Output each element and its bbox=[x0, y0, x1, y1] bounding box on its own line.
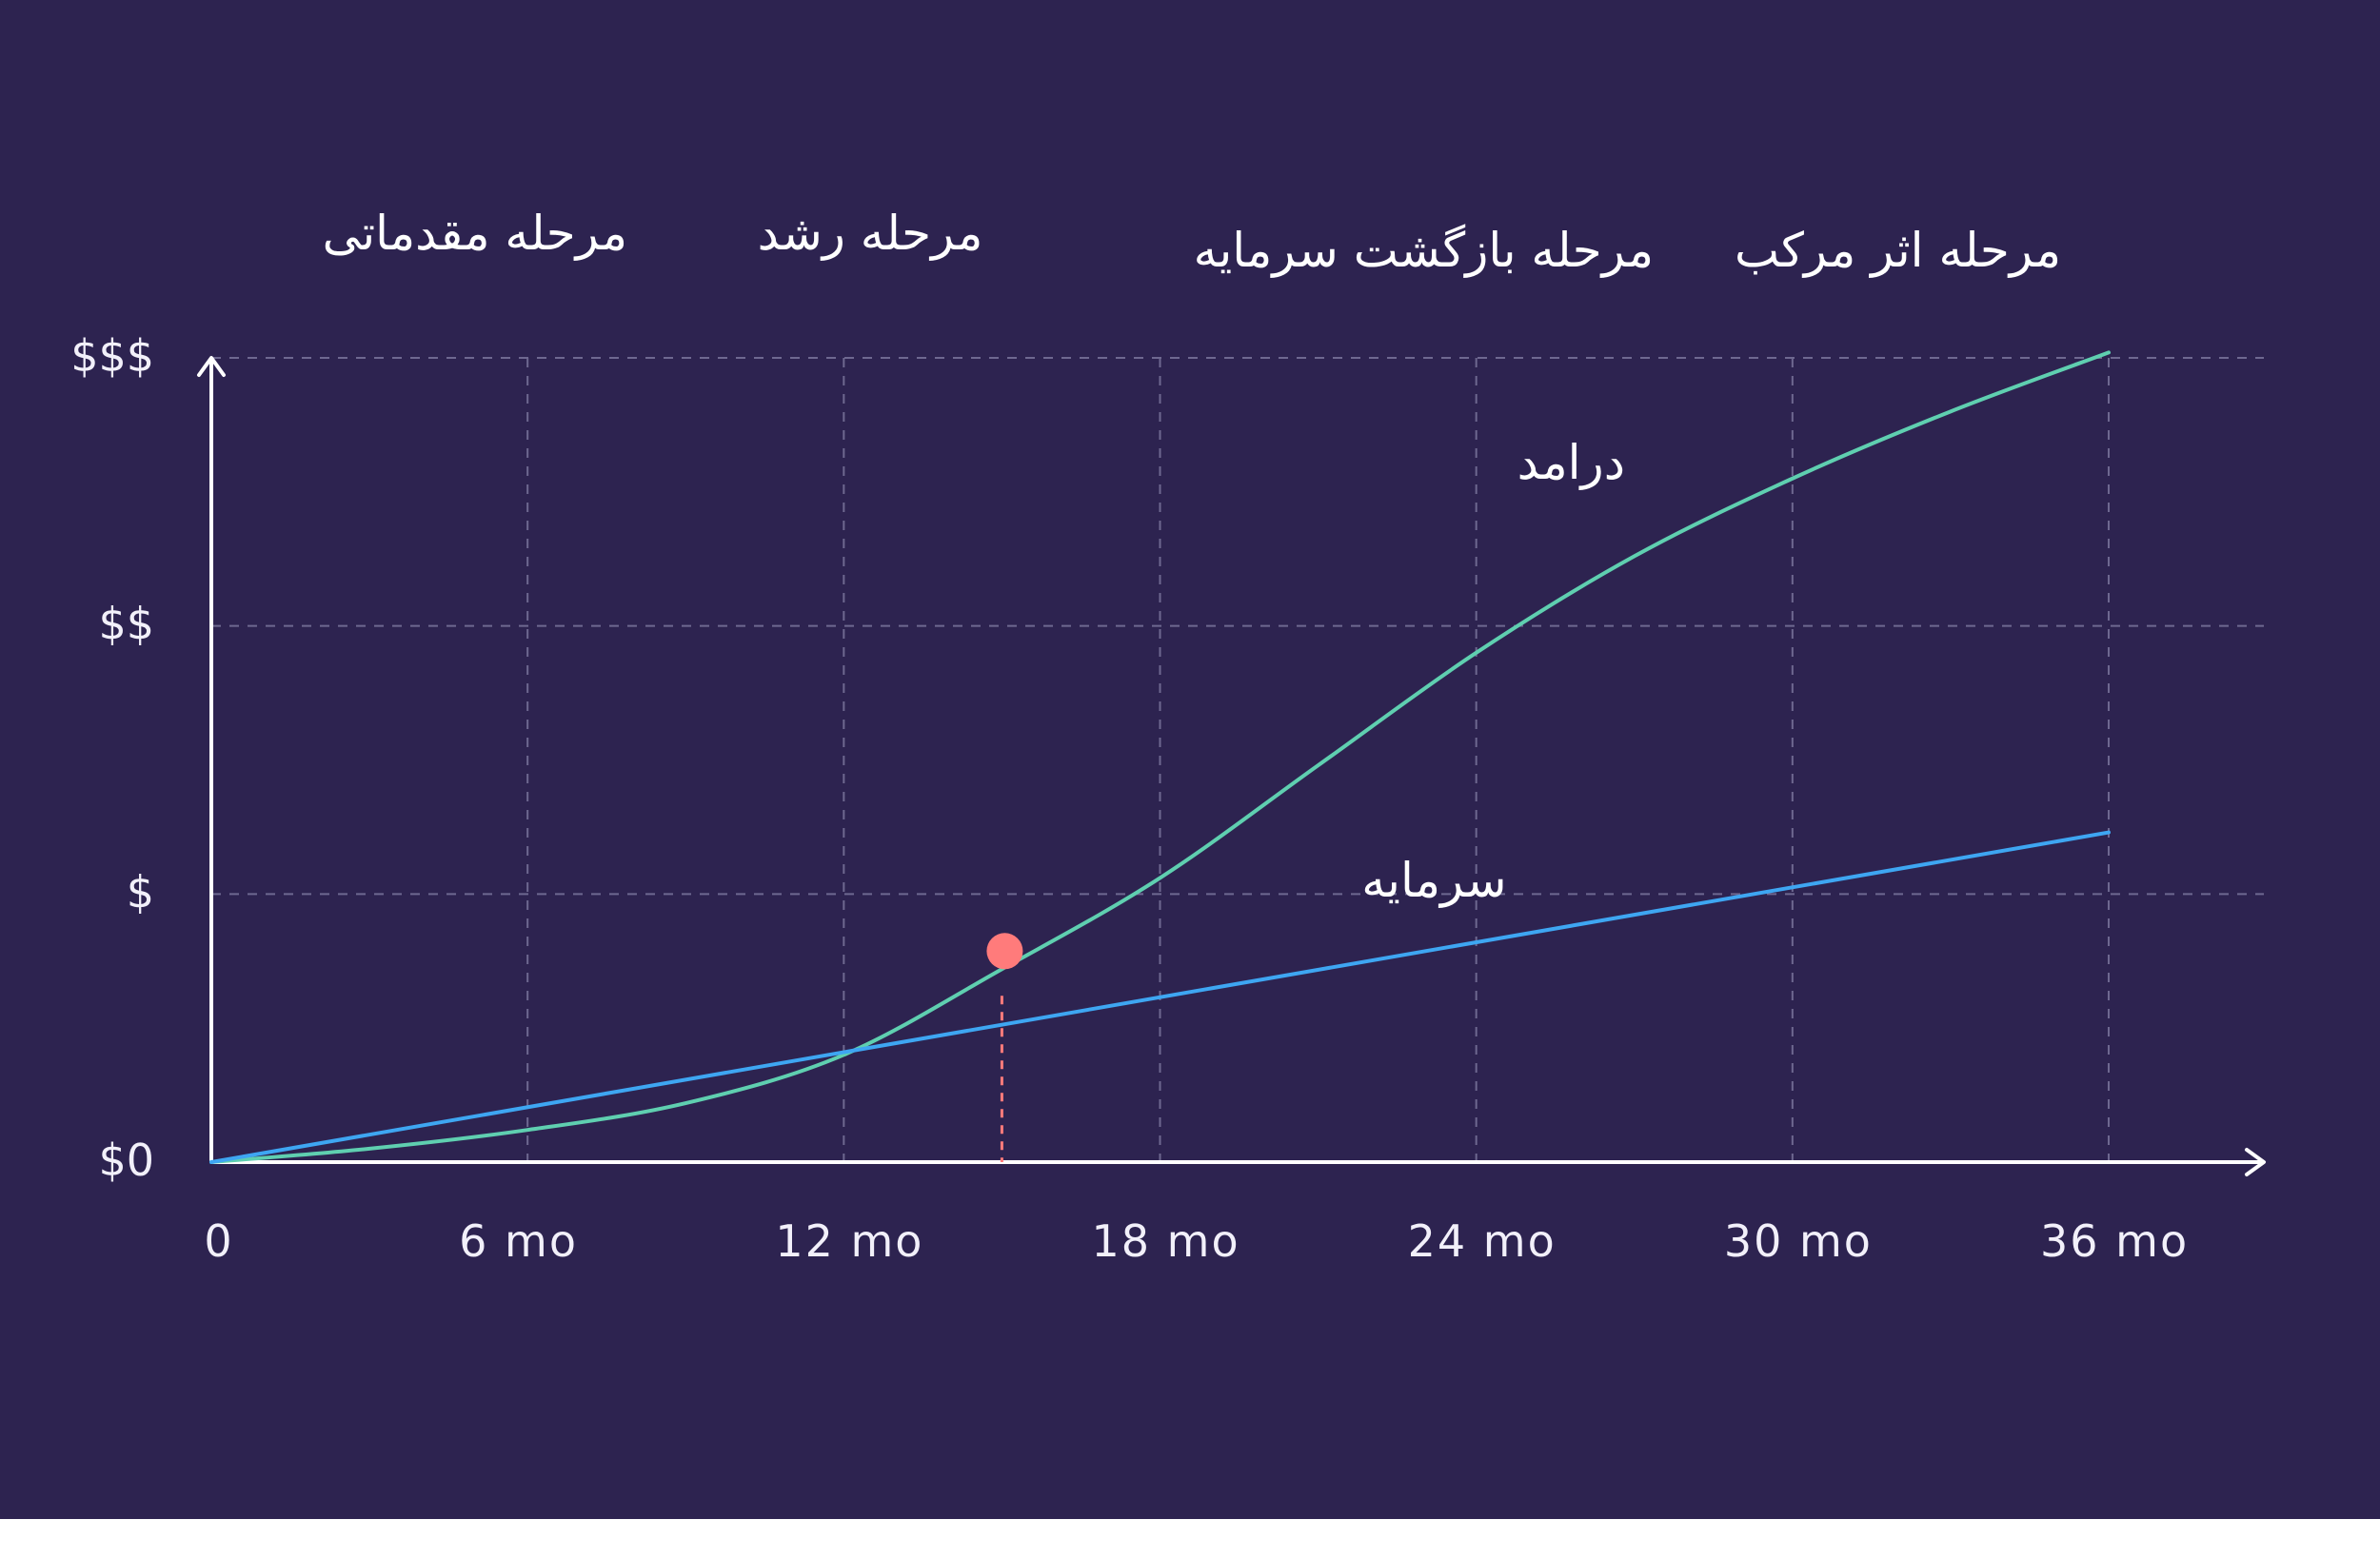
phase-label: مرحله مقدماتی bbox=[323, 206, 627, 261]
y-axis-arrow-icon bbox=[197, 356, 226, 377]
phase-label: مرحله اثر مرکب bbox=[1735, 223, 2061, 278]
phase-label: مرحله بازگشت سرمایه bbox=[1194, 223, 1654, 278]
growth-chart: $0$$$$$$0 6 mo 12 mo 18 mo 24 mo 30 mo 36 moمر… bbox=[70, 206, 2266, 1267]
x-tick-label: 30 mo bbox=[1724, 1215, 1873, 1267]
marker-point bbox=[986, 933, 1023, 970]
y-tick-label: $$ bbox=[98, 599, 154, 650]
x-axis-arrow-icon bbox=[2245, 1148, 2266, 1176]
chart-background: $0 $ $$ $$$ 0 6 mo 12 mo 18 mo 24 mo 30 mo 36 mo مر… bbox=[0, 0, 2380, 1519]
x-tick-label: 12 mo bbox=[775, 1215, 923, 1267]
x-tick-label: 24 mo bbox=[1408, 1215, 1557, 1267]
x-tick-label: 18 mo bbox=[1092, 1215, 1240, 1267]
phase-label: مرحله رشد bbox=[758, 206, 983, 261]
y-tick-label: $$$ bbox=[70, 330, 154, 382]
x-tick-label: 6 mo bbox=[459, 1215, 578, 1267]
series-name-label: درامد bbox=[1517, 435, 1625, 490]
x-tick-label: 0 bbox=[204, 1215, 233, 1267]
series-line-revenue bbox=[209, 350, 2111, 1164]
y-tick-label: $ bbox=[127, 866, 154, 918]
y-tick-label: $0 bbox=[98, 1135, 154, 1186]
x-tick-label: 36 mo bbox=[2040, 1215, 2189, 1267]
series-line-capital bbox=[209, 830, 2111, 1164]
series-name-label: سرمایه bbox=[1361, 853, 1506, 908]
